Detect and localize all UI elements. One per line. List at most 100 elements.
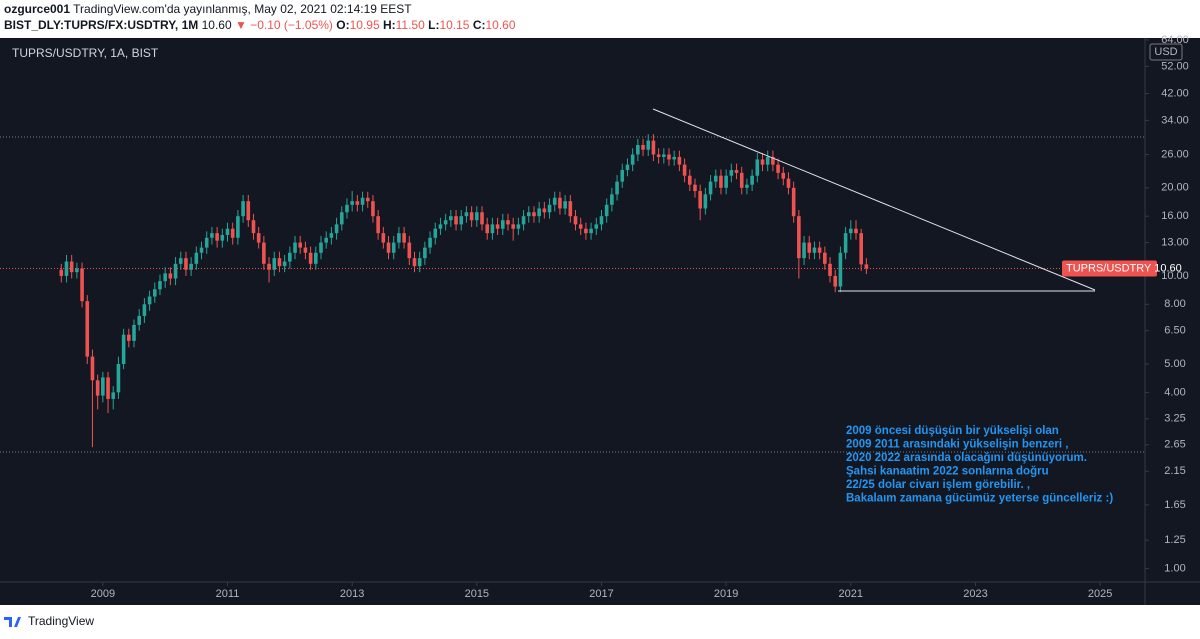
y-tick-label: 2.15 <box>1164 465 1185 477</box>
candle-body <box>121 334 126 365</box>
candle-body <box>127 334 131 341</box>
candle-body <box>589 228 593 234</box>
candle-body <box>641 145 645 150</box>
candle-body <box>698 191 702 209</box>
candle-body <box>568 201 573 217</box>
candle-body <box>687 175 692 185</box>
candle-body <box>760 159 765 165</box>
candle-body <box>703 194 708 209</box>
candle-body <box>194 252 199 264</box>
candle-body <box>615 181 619 195</box>
candle-body <box>771 156 775 165</box>
candle-body <box>417 258 422 267</box>
candle-body <box>142 304 147 316</box>
candle-body <box>729 170 734 176</box>
ohlc-value: 11.50 <box>396 18 425 32</box>
candle-body <box>449 216 453 221</box>
candle-body <box>267 263 271 270</box>
annotation-line: 22/25 dolar civarı işlem görebilir. , <box>846 479 1030 491</box>
candle-body <box>552 197 557 205</box>
candle-body <box>537 208 541 217</box>
candle-body <box>397 233 401 243</box>
candle-body <box>365 197 370 202</box>
candle-body <box>132 324 136 341</box>
candle-body <box>75 268 79 273</box>
price-tag-value: 10.60 <box>1154 262 1182 274</box>
candle-body <box>433 228 438 238</box>
annotation-line: 2009 2011 arasındaki yükselişin benzeri … <box>846 439 1068 451</box>
candle-body <box>532 212 536 217</box>
candle-body <box>838 252 843 287</box>
candle-body <box>526 212 531 217</box>
candle-body <box>708 181 713 195</box>
candle-body <box>511 224 515 229</box>
candle-body <box>849 228 853 234</box>
trendline <box>652 108 1096 291</box>
candle-body <box>713 175 718 182</box>
candle-body <box>85 301 90 357</box>
change: ▼ −0.10 (−1.05%) <box>235 18 333 32</box>
candle-body <box>724 175 728 188</box>
x-tick-label: 2021 <box>839 588 863 600</box>
candle-body <box>750 175 754 185</box>
candle-body <box>350 201 354 205</box>
candle-body <box>371 201 375 217</box>
candle-body <box>101 377 105 396</box>
candle-body <box>786 178 791 188</box>
candle-body <box>298 242 303 248</box>
candle-body <box>828 263 832 276</box>
y-tick-label: 13.00 <box>1161 236 1189 248</box>
y-tick-label: 4.00 <box>1164 386 1185 398</box>
candle-body <box>329 233 334 238</box>
candle-body <box>797 216 801 259</box>
candle-body <box>823 252 827 264</box>
candle-body <box>745 184 749 188</box>
candle-body <box>277 258 282 267</box>
candle-body <box>204 237 209 248</box>
candle-body <box>147 296 152 305</box>
annotation-line: 2009 öncesi düşüşün bir yükselişi olan <box>846 425 1059 437</box>
candle-body <box>386 242 391 253</box>
candle-body <box>303 247 308 253</box>
candle-body <box>90 356 95 381</box>
price-tag-bg <box>1062 260 1157 277</box>
candle-body <box>604 204 609 217</box>
candle-body <box>319 242 323 253</box>
candle-body <box>355 201 360 205</box>
chart-title: TUPRS/USDTRY, 1A, BIST <box>12 46 159 60</box>
y-tick-label: 2.65 <box>1164 439 1185 451</box>
candle-body <box>324 237 328 243</box>
ohlc-key: O: <box>336 18 349 32</box>
plot <box>0 134 1145 448</box>
candle-body <box>802 242 806 259</box>
candle-body <box>776 164 780 173</box>
candle-body <box>558 197 562 209</box>
candle-body <box>158 281 162 290</box>
candle-body <box>163 273 167 282</box>
candle-body <box>412 258 417 267</box>
candle-body <box>184 258 188 270</box>
candle-body <box>189 263 193 270</box>
candle-body <box>173 263 178 279</box>
x-tick-label: 2025 <box>1088 588 1112 600</box>
footer-bg <box>0 605 1200 639</box>
candle-body <box>111 392 116 399</box>
candle-body <box>636 145 640 155</box>
candle-body <box>864 264 869 269</box>
candle-body <box>345 204 349 213</box>
ohlc-value: 10.95 <box>350 18 380 32</box>
candle-body <box>584 228 588 234</box>
candle-body <box>506 220 510 225</box>
price-tag-name: TUPRS/USDTRY <box>1066 262 1152 274</box>
candle-body <box>308 252 313 264</box>
candle-body <box>152 289 157 297</box>
candle-body <box>677 156 682 165</box>
candle-body <box>262 242 266 264</box>
y-tick-label: 3.25 <box>1164 413 1185 425</box>
y-tick-label: 20.00 <box>1161 182 1189 194</box>
candle-body <box>495 224 500 229</box>
candle-body <box>563 201 567 209</box>
x-tick-label: 2017 <box>589 588 613 600</box>
y-tick-label: 6.50 <box>1164 325 1185 337</box>
x-tick-label: 2015 <box>465 588 489 600</box>
